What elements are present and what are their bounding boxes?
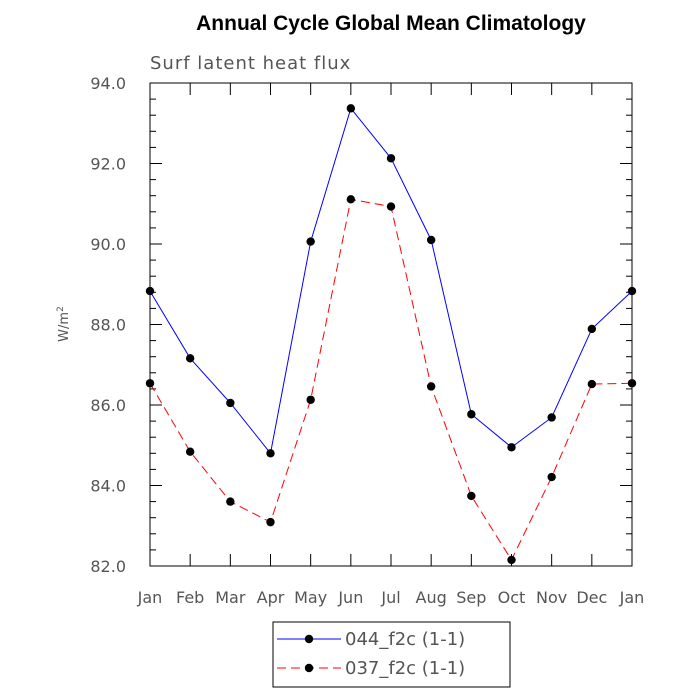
series-2-point <box>226 497 235 506</box>
series-1-point <box>346 104 356 113</box>
legend-label-1: 044_f2c (1-1) <box>345 629 465 650</box>
series-line-2 <box>149 198 633 561</box>
series-layer <box>145 104 637 565</box>
y-axis-label: W/m2 <box>56 306 72 342</box>
series-2-point <box>426 382 436 391</box>
series-2-point <box>145 379 155 388</box>
y-tick-label: 86.0 <box>90 396 126 415</box>
x-tick-label: May <box>294 588 327 607</box>
x-tick-label: Aug <box>416 588 447 607</box>
series-1-point <box>547 413 556 422</box>
y-axis-label-superscript: 2 <box>56 306 66 312</box>
legend-marker-2 <box>304 663 314 673</box>
series-2-point <box>185 447 195 456</box>
y-tick-label: 90.0 <box>90 235 126 254</box>
legend: 044_f2c (1-1) 037_f2c (1-1) <box>272 621 511 688</box>
x-tick-label: Nov <box>536 588 567 607</box>
series-1-point <box>627 286 637 296</box>
series-1-point <box>145 286 155 296</box>
series-2-point <box>547 472 556 482</box>
chart-title: Annual Cycle Global Mean Climatology <box>196 12 586 35</box>
series-2-point <box>386 202 396 211</box>
series-2-point <box>627 379 637 388</box>
x-tick-label: Jan <box>137 588 163 607</box>
axes: Jan Feb Mar Apr May Jun Jul Aug Sep Oct Nov Dec Jan 8… <box>90 74 644 607</box>
series-1-point <box>467 410 476 419</box>
series-1-point <box>306 237 315 246</box>
series-1-point <box>426 235 436 245</box>
series-1-point <box>266 449 275 458</box>
x-tick-label: Dec <box>576 588 607 607</box>
y-tick-label: 94.0 <box>90 74 126 93</box>
series-2-point <box>587 379 597 389</box>
series-2-point <box>306 395 315 404</box>
x-tick-label: Apr <box>257 588 285 607</box>
legend-marker-1 <box>304 634 314 644</box>
y-tick-label: 88.0 <box>90 316 126 335</box>
x-tick-label: Sep <box>456 588 486 607</box>
series-1-point <box>185 354 195 363</box>
y-tick-label: 92.0 <box>90 155 126 174</box>
series-1-point <box>507 443 516 452</box>
y-tick-label: 82.0 <box>90 557 126 576</box>
series-1-point <box>226 398 235 408</box>
x-tick-label: Oct <box>498 588 526 607</box>
x-tick-label: Jun <box>337 588 363 607</box>
series-2-point <box>266 517 275 527</box>
chart-subtitle: Surf latent heat flux <box>150 53 351 74</box>
y-tick-label: 84.0 <box>90 477 126 496</box>
series-2-point <box>507 555 516 565</box>
y-axis-label-unit: W/m <box>57 312 72 342</box>
series-1-point <box>587 324 597 334</box>
series-2-point <box>467 491 476 501</box>
legend-box <box>272 621 511 688</box>
series-2-point <box>346 195 356 204</box>
x-tick-label: Mar <box>215 588 246 607</box>
series-1-point <box>386 154 396 163</box>
x-tick-label: Feb <box>176 588 204 607</box>
x-tick-label: Jan <box>619 588 645 607</box>
x-tick-label: Jul <box>380 588 400 607</box>
legend-label-2: 037_f2c (1-1) <box>345 658 465 679</box>
